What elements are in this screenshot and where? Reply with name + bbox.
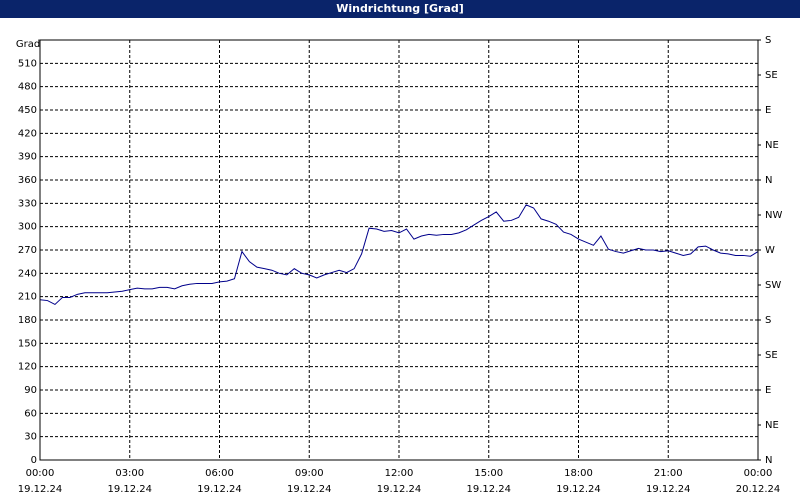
- y-tick-label: 210: [18, 292, 37, 303]
- y-tick-label: 0: [31, 455, 37, 466]
- x-tick-date: 19.12.24: [646, 484, 691, 495]
- x-tick-date: 20.12.24: [736, 484, 781, 495]
- y-tick-label: 30: [24, 432, 37, 443]
- x-tick-label: 15:00: [474, 468, 503, 479]
- title-bar: [0, 0, 800, 18]
- y-tick-label: 480: [18, 82, 37, 93]
- y-tick-label: 90: [24, 385, 37, 396]
- y2-tick-label: N: [765, 455, 772, 466]
- y-tick-label: 270: [18, 245, 37, 256]
- x-tick-date: 19.12.24: [466, 484, 511, 495]
- y2-tick-label: SE: [765, 70, 778, 81]
- y-tick-label: 330: [18, 198, 37, 209]
- x-tick-date: 19.12.24: [18, 484, 63, 495]
- x-tick-label: 03:00: [115, 468, 144, 479]
- y2-tick-label: S: [765, 315, 771, 326]
- y2-tick-label: NW: [765, 210, 782, 221]
- y2-tick-label: SE: [765, 350, 778, 361]
- y-tick-label: 180: [18, 315, 37, 326]
- y-tick-label: 300: [18, 222, 37, 233]
- y2-tick-label: S: [765, 35, 771, 46]
- x-tick-label: 18:00: [564, 468, 593, 479]
- x-tick-label: 12:00: [385, 468, 414, 479]
- y-tick-label: 240: [18, 268, 37, 279]
- y-tick-label: 60: [24, 408, 37, 419]
- x-tick-date: 19.12.24: [556, 484, 601, 495]
- y2-tick-label: E: [765, 385, 771, 396]
- x-tick-label: 06:00: [205, 468, 234, 479]
- y-axis-label: Grad: [16, 39, 40, 50]
- y-tick-label: 390: [18, 152, 37, 163]
- y-tick-label: 420: [18, 128, 37, 139]
- y2-tick-label: N: [765, 175, 772, 186]
- x-tick-date: 19.12.24: [107, 484, 152, 495]
- x-tick-label: 09:00: [295, 468, 324, 479]
- x-tick-date: 19.12.24: [287, 484, 332, 495]
- y-tick-label: 450: [18, 105, 37, 116]
- y2-tick-label: W: [765, 245, 775, 256]
- y-tick-label: 360: [18, 175, 37, 186]
- y-tick-label: 120: [18, 362, 37, 373]
- x-tick-label: 21:00: [654, 468, 683, 479]
- x-tick-label: 00:00: [744, 468, 773, 479]
- y2-tick-label: NE: [765, 140, 779, 151]
- y2-tick-label: SW: [765, 280, 781, 291]
- y2-tick-label: NE: [765, 420, 779, 431]
- data-line: [39, 204, 759, 306]
- chart-title: Windrichtung [Grad]: [336, 2, 464, 15]
- x-tick-label: 00:00: [26, 468, 55, 479]
- x-tick-date: 19.12.24: [197, 484, 242, 495]
- plot-border: [39, 39, 759, 461]
- x-tick-date: 19.12.24: [377, 484, 422, 495]
- y-tick-label: 150: [18, 338, 37, 349]
- y2-tick-label: E: [765, 105, 771, 116]
- y-tick-label: 510: [18, 58, 37, 69]
